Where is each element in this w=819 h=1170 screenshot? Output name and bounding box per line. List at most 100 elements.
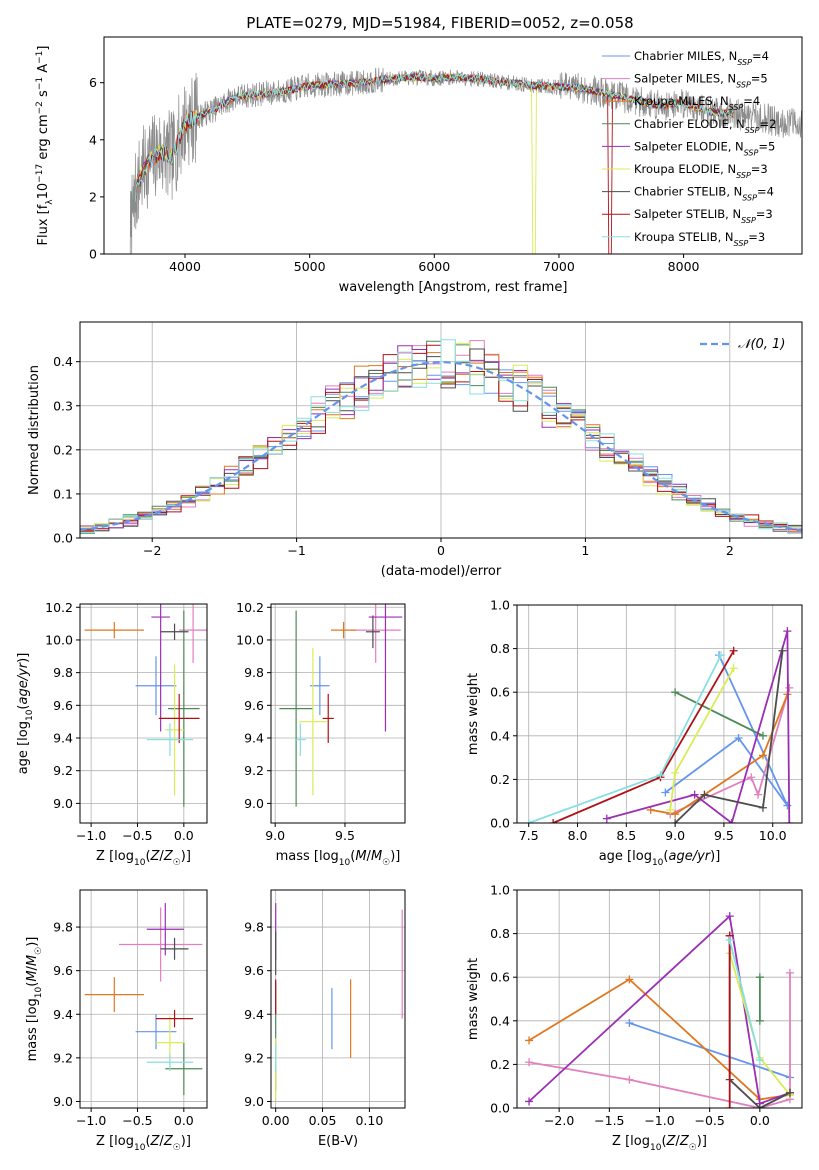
axes-frame <box>270 889 406 1109</box>
legend-label-salpeter-elodie: Salpeter ELODIE, NSSP=5 <box>634 139 775 157</box>
x-axis-label: Z [log10(Z/Z☉)] <box>96 1134 191 1153</box>
y-tick-label: 0.2 <box>490 1057 510 1072</box>
x-axis-label: age [log10(age/yr)] <box>599 849 721 868</box>
y-axis-label: mass weight <box>466 673 481 755</box>
series-point <box>690 790 699 799</box>
x-tick-label: 0.05 <box>309 1113 337 1128</box>
y-tick-label: 0.6 <box>490 970 510 985</box>
series-chabrier-elodie <box>755 973 764 1025</box>
axes-frame <box>516 604 803 824</box>
y-axis-label: mass weight <box>466 958 481 1040</box>
y-tick-label: 10.2 <box>236 600 264 615</box>
x-tick-label: −0.5 <box>694 1113 724 1128</box>
series-point <box>671 768 680 777</box>
model-spectrum-salpeter-miles <box>134 72 734 203</box>
series-point <box>785 968 794 977</box>
series-point <box>671 688 680 697</box>
errorbar-kroupa-elodie <box>165 664 184 796</box>
legend-label-salpeter-miles: Salpeter MILES, NSSP=5 <box>634 72 768 90</box>
series-salpeter-stelib <box>725 931 734 1108</box>
legend-label-kroupa-stelib: Kroupa STELIB, NSSP=3 <box>634 230 765 248</box>
legend-label-kroupa-miles: Kroupa MILES, NSSP=4 <box>634 94 760 112</box>
y-tick-label: 0.6 <box>490 685 510 700</box>
plot-area <box>84 903 203 1095</box>
x-axis-label: (data-model)/error <box>381 564 502 579</box>
x-tick-label: −1 <box>287 543 305 558</box>
panel-2: 𝒩(0, 1) −2 −1 0 1 2 0.0 0.1 0.2 0.3 0.4 (data-model… <box>27 321 803 579</box>
x-axis-label: wavelength [Angstrom, rest frame] <box>339 280 568 295</box>
series-point <box>700 790 709 799</box>
series-line <box>674 650 784 823</box>
y-tick-label: 0.0 <box>490 1101 510 1116</box>
series-line <box>606 630 791 823</box>
errorbar-salpeter-elodie <box>368 604 403 732</box>
model-spectrum-chabrier-miles <box>134 72 734 203</box>
y-tick-label: 9.8 <box>244 920 264 935</box>
x-tick-label: 8000 <box>668 259 700 274</box>
x-tick-label: 1 <box>581 543 589 558</box>
y-tick-label: 0.2 <box>490 772 510 787</box>
errorbar-kroupa-stelib <box>146 1053 194 1071</box>
y-tick-label: 10.0 <box>236 632 264 647</box>
errorbar-salpeter-stelib <box>156 1009 194 1028</box>
y-tick-label: 9.4 <box>244 1007 264 1022</box>
plot-area <box>84 604 207 807</box>
histogram-legend: 𝒩(0, 1) <box>700 337 785 352</box>
errorbar-kroupa-stelib <box>146 723 194 756</box>
series-point <box>549 819 558 823</box>
series-point <box>725 912 734 921</box>
y-tick-label: 2 <box>89 189 97 204</box>
panel-5: 7.5 8.0 8.5 9.0 9.5 10.0 0.0 0.2 0.4 0.6 0.8 1.0 age… <box>466 598 803 868</box>
figure-title: PLATE=0279, MJD=51984, FIBERID=0052, z=0… <box>246 14 633 32</box>
y-tick-label: 9.6 <box>53 963 73 978</box>
y-axis-label: Flux [fλ10−17 erg cm−2 s−1 A−1] <box>35 46 55 246</box>
series-point <box>656 771 665 780</box>
y-tick-label: 9.2 <box>244 1050 264 1065</box>
series-salpeter-elodie <box>602 627 794 823</box>
legend-label-chabrier-miles: Chabrier MILES, NSSP=4 <box>634 49 769 67</box>
x-tick-label: 9.0 <box>265 828 285 843</box>
normal-distribution-curve <box>80 360 802 532</box>
y-tick-label: 10.2 <box>45 600 73 615</box>
legend-label-kroupa-elodie: Kroupa ELODIE, NSSP=3 <box>634 162 768 180</box>
errorbar-salpeter-elodie <box>146 903 184 956</box>
y-axis-label: mass [log10(M/M☉)] <box>25 937 44 1062</box>
errorbar-kroupa-miles <box>84 977 144 1013</box>
series-point <box>716 651 725 660</box>
x-tick-label: −2 <box>143 543 161 558</box>
errorbar-salpeter-stelib <box>158 693 200 743</box>
x-tick-label: −1.5 <box>594 1113 624 1128</box>
plot-area <box>80 339 802 534</box>
plot-area <box>275 903 403 1100</box>
legend-label-normal: 𝒩(0, 1) <box>738 337 785 352</box>
series-point <box>754 790 763 799</box>
x-tick-label: 0.0 <box>174 1113 194 1128</box>
x-axis-label: Z [log10(Z/Z☉)] <box>96 849 191 868</box>
y-tick-label: 0.0 <box>490 816 510 831</box>
y-axis-label: Normed distribution <box>27 365 42 495</box>
legend-label-salpeter-stelib: Salpeter STELIB, NSSP=3 <box>634 207 773 225</box>
y-tick-label: 0 <box>89 247 97 262</box>
errorbar-salpeter-miles <box>350 604 401 663</box>
series-point <box>725 936 734 945</box>
series-point <box>758 751 767 760</box>
y-tick-label: 9.2 <box>244 763 264 778</box>
x-tick-label: 0.10 <box>355 1113 383 1128</box>
y-tick-label: 1.0 <box>490 598 510 613</box>
series-point <box>524 819 533 823</box>
x-tick-label: 0.00 <box>262 1113 290 1128</box>
y-tick-label: 9.0 <box>244 796 264 811</box>
x-axis-label: E(B-V) <box>318 1134 358 1149</box>
errorbar-chabrier-miles <box>135 656 177 716</box>
series-kroupa-stelib <box>524 651 725 823</box>
x-tick-label: 0.0 <box>750 1113 770 1128</box>
plot-area <box>525 912 794 1108</box>
series-point <box>729 646 738 655</box>
axes-frame <box>103 36 803 255</box>
y-tick-label: 9.2 <box>53 763 73 778</box>
x-tick-label: −1.0 <box>76 828 106 843</box>
y-tick-label: 0.1 <box>53 486 73 501</box>
panel-4: 9.0 9.5 9.0 9.2 9.4 9.6 9.8 10.0 10.2 mass [log10… <box>236 600 406 868</box>
series-line <box>629 1022 791 1079</box>
plot-area <box>279 604 403 807</box>
